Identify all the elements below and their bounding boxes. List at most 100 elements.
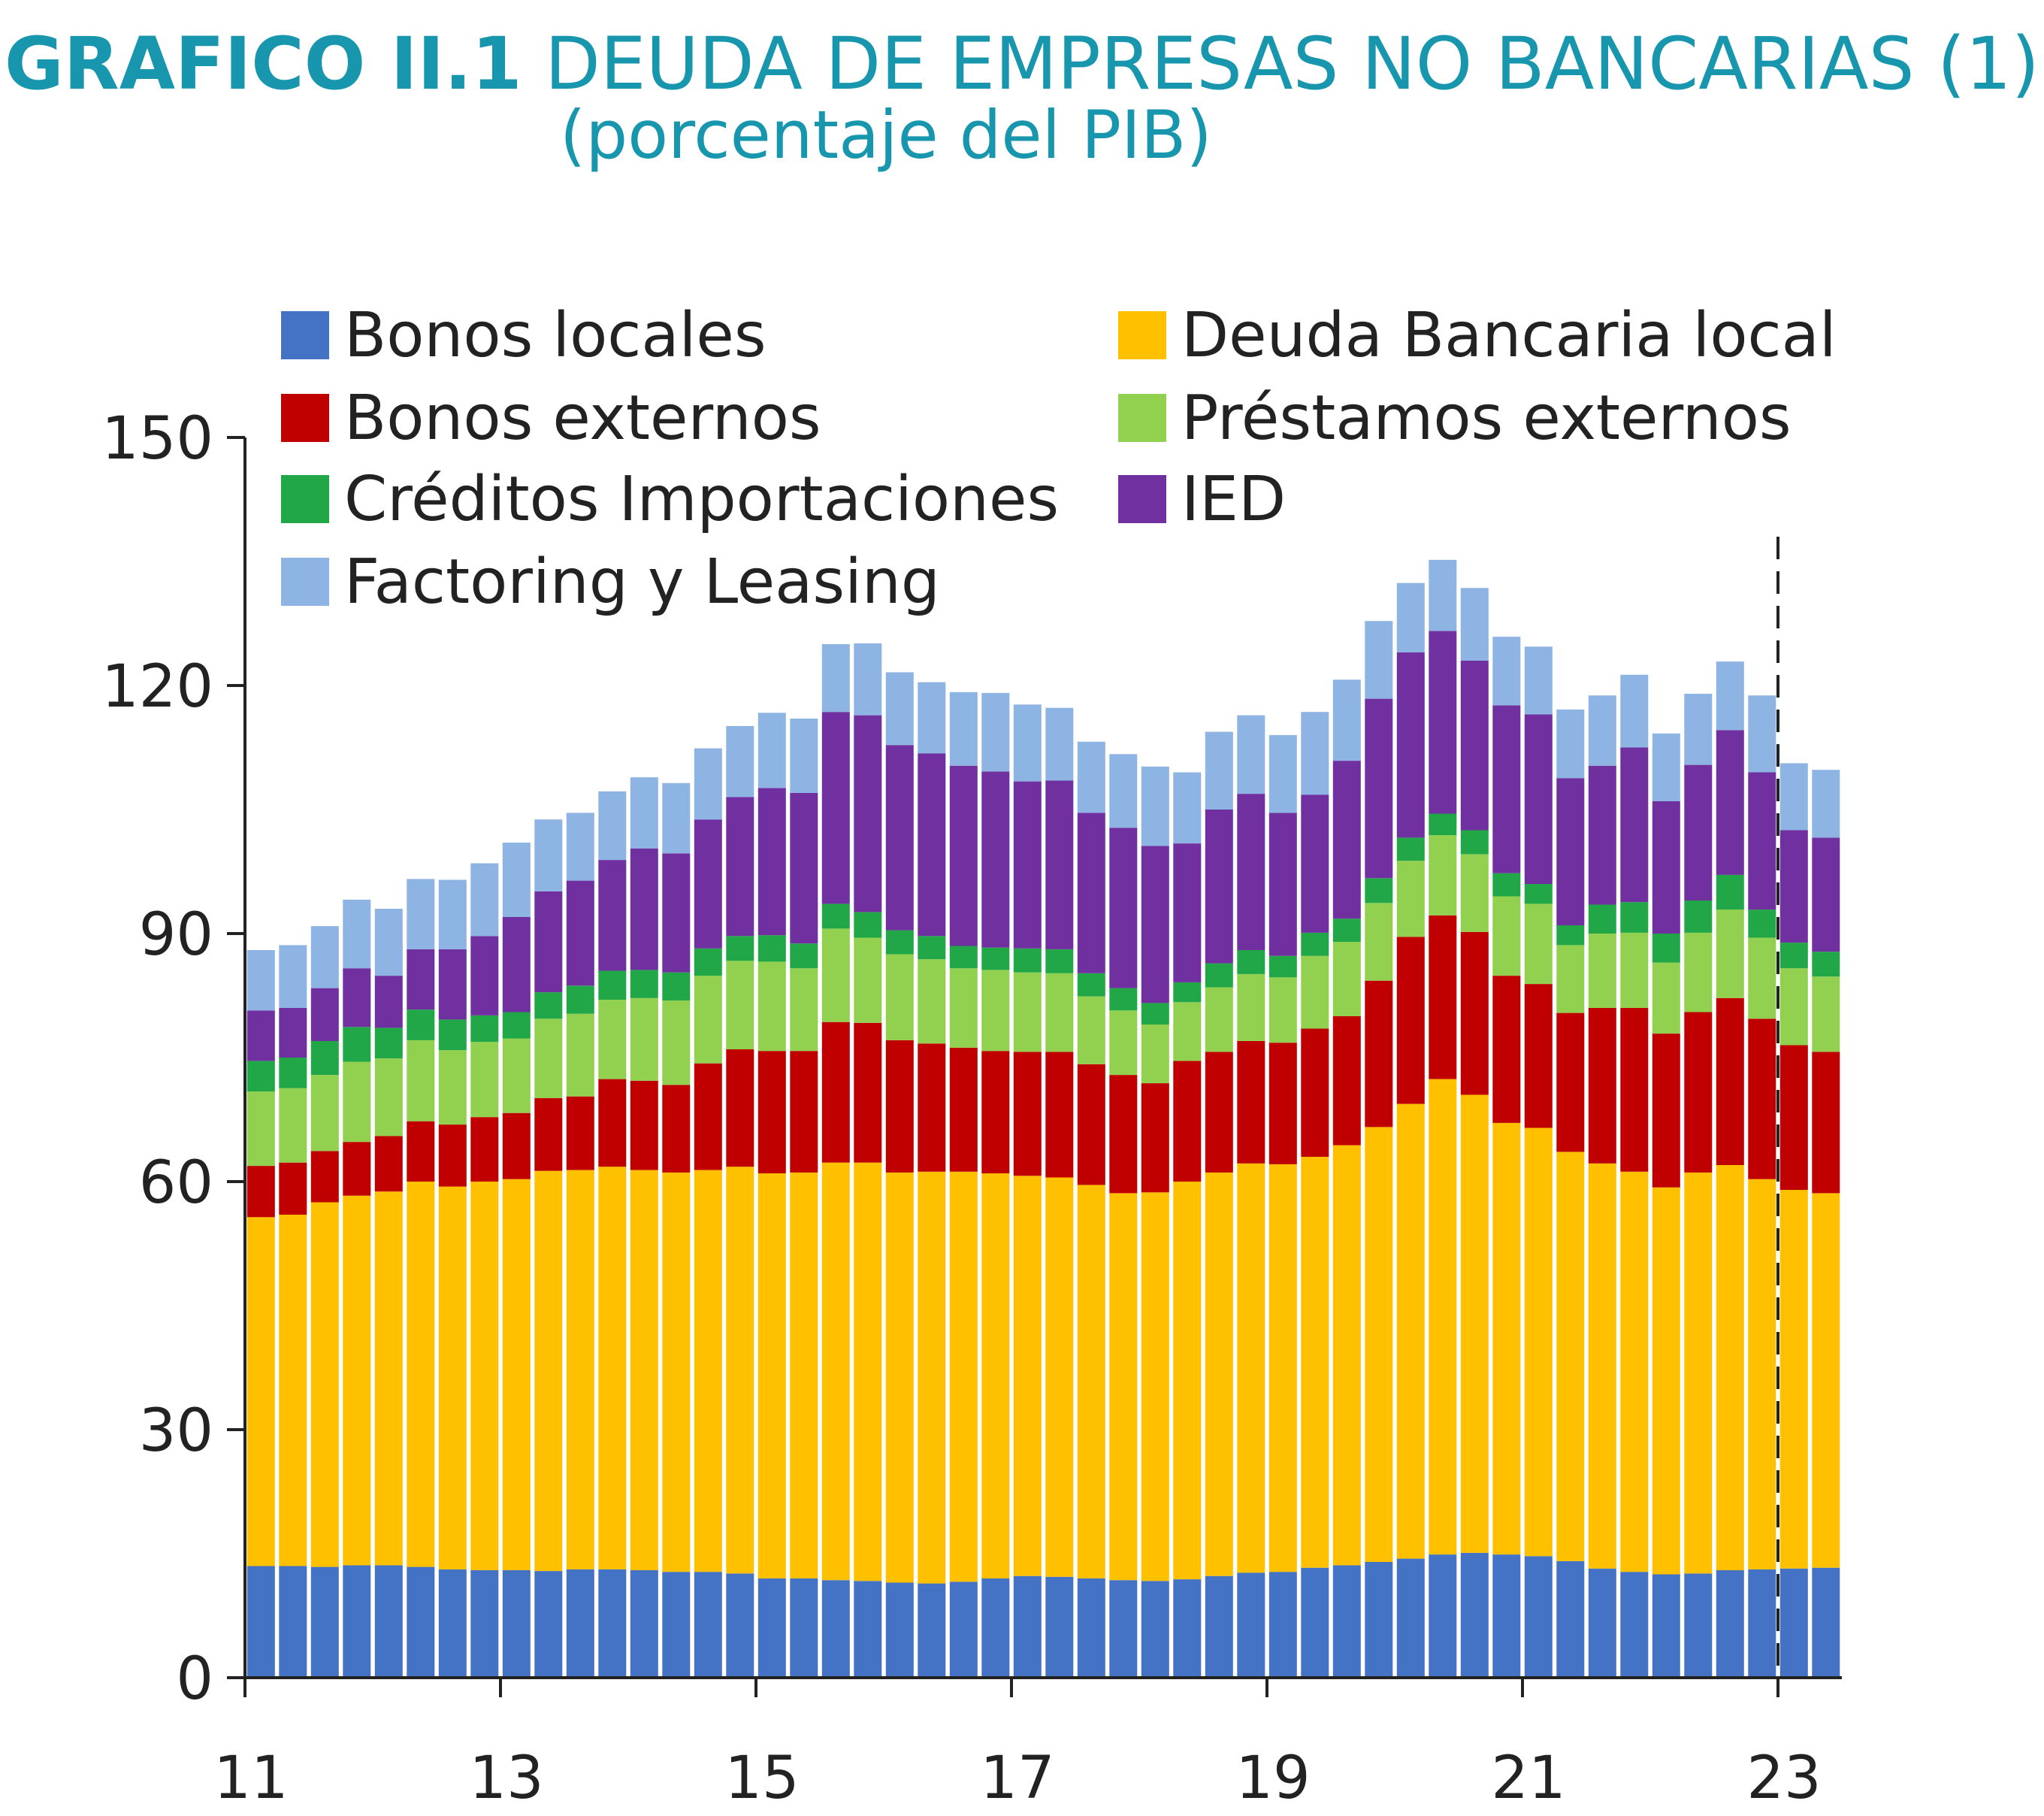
bar-segment bbox=[662, 1085, 691, 1173]
bar-segment bbox=[246, 950, 275, 1011]
bar-segment bbox=[1588, 1568, 1616, 1678]
bar-segment bbox=[1588, 904, 1616, 934]
legend-item: Deuda Bancaria local bbox=[1118, 300, 1837, 371]
bar-segment bbox=[821, 644, 850, 713]
bar-segment bbox=[757, 1578, 786, 1678]
bar-segment bbox=[1748, 695, 1776, 773]
bar-segment bbox=[1013, 1176, 1042, 1576]
legend-label: Bonos externos bbox=[344, 383, 821, 454]
bar-segment bbox=[1429, 631, 1457, 814]
bar-segment bbox=[694, 748, 722, 820]
bar-segment bbox=[1365, 1562, 1393, 1678]
bar-segment bbox=[1748, 1018, 1776, 1179]
bar-segment bbox=[630, 1080, 658, 1170]
bar-segment bbox=[885, 745, 914, 931]
bar-segment bbox=[821, 928, 850, 1022]
bar-segment bbox=[1429, 835, 1457, 916]
bar-segment bbox=[821, 712, 850, 904]
bar-segment bbox=[310, 1566, 339, 1678]
bar-segment bbox=[1652, 934, 1680, 963]
bar-segment bbox=[821, 1162, 850, 1581]
bar-segment bbox=[438, 1186, 467, 1569]
bar-segment bbox=[1396, 837, 1425, 861]
bar-segment bbox=[1109, 1193, 1138, 1581]
bar-segment bbox=[1205, 963, 1233, 988]
bar-segment bbox=[885, 954, 914, 1040]
bar-segment bbox=[1205, 987, 1233, 1052]
bar-segment bbox=[1812, 770, 1840, 838]
bar-segment bbox=[981, 970, 1010, 1052]
bar-segment bbox=[1556, 925, 1585, 946]
bar-segment bbox=[279, 1088, 307, 1163]
bar-segment bbox=[1301, 932, 1329, 956]
bar-segment bbox=[1779, 830, 1808, 943]
bar-segment bbox=[1524, 714, 1553, 884]
bar-segment bbox=[1365, 621, 1393, 699]
x-tick-label: 21 bbox=[1491, 1745, 1565, 1812]
bar-segment bbox=[949, 765, 978, 946]
bar-segment bbox=[566, 1013, 594, 1097]
bar-segment bbox=[1301, 955, 1329, 1029]
bar-segment bbox=[790, 943, 818, 969]
bar-segment bbox=[1556, 1560, 1585, 1678]
bar-segment bbox=[1620, 674, 1649, 748]
bar-segment bbox=[598, 1079, 627, 1167]
x-tick-label: 15 bbox=[724, 1745, 799, 1812]
bar-segment bbox=[470, 1570, 499, 1678]
legend-swatch bbox=[281, 558, 329, 606]
bar-segment bbox=[1332, 942, 1361, 1016]
bar-segment bbox=[1429, 915, 1457, 1079]
bar-segment bbox=[854, 643, 882, 716]
bar-segment bbox=[1077, 973, 1105, 997]
bar-segment bbox=[438, 879, 467, 949]
bar-segment bbox=[662, 972, 691, 1001]
bar-segment bbox=[1173, 843, 1202, 982]
bar-segment bbox=[1460, 661, 1489, 831]
legend-swatch bbox=[1118, 311, 1166, 359]
bar-segment bbox=[279, 1058, 307, 1088]
bar-segment bbox=[1045, 1052, 1074, 1178]
bar-segment bbox=[790, 719, 818, 793]
bar-segment bbox=[1173, 772, 1202, 844]
bar-segment bbox=[662, 1572, 691, 1678]
bar-segment bbox=[918, 1171, 946, 1584]
bar-segment bbox=[310, 926, 339, 988]
bar-segment bbox=[1716, 874, 1744, 910]
bar-segment bbox=[407, 1566, 435, 1678]
bar-segment bbox=[949, 1581, 978, 1678]
bar-segment bbox=[1045, 780, 1074, 949]
bar-segment bbox=[1652, 1574, 1680, 1678]
bar-segment bbox=[757, 1173, 786, 1578]
legend-swatch bbox=[1118, 475, 1166, 523]
bar-segment bbox=[343, 1142, 371, 1196]
chart-subtitle: (porcentaje del PIB) bbox=[560, 96, 1212, 174]
bar-segment bbox=[949, 1171, 978, 1582]
bar-segment bbox=[949, 946, 978, 969]
bar-segment bbox=[1109, 754, 1138, 828]
bar-segment bbox=[566, 813, 594, 881]
bar-segment bbox=[1779, 1045, 1808, 1190]
bar-segment bbox=[1492, 705, 1521, 873]
y-tick-label: 90 bbox=[139, 901, 213, 969]
bar-segment bbox=[1109, 1075, 1138, 1194]
bar-segment bbox=[821, 1580, 850, 1678]
bar-segment bbox=[1141, 1581, 1169, 1678]
bar-segment bbox=[374, 976, 403, 1028]
bar-segment bbox=[1365, 698, 1393, 879]
bar-segment bbox=[918, 1583, 946, 1678]
bar-segment bbox=[790, 1172, 818, 1578]
bar-segment bbox=[1301, 1028, 1329, 1157]
bar-segment bbox=[534, 819, 563, 891]
bar-segment bbox=[502, 1038, 531, 1113]
bar-segment bbox=[854, 715, 882, 913]
bar-segment bbox=[374, 1191, 403, 1566]
bar-segment bbox=[502, 917, 531, 1012]
chart-axes: 0 30 60 90 120 150 11 13 15 17 19 21 23 bbox=[101, 405, 1842, 1812]
bar-segment bbox=[1460, 1094, 1489, 1553]
bar-segment bbox=[1429, 1079, 1457, 1555]
bar-segment bbox=[1237, 973, 1265, 1041]
bar-segment bbox=[246, 1566, 275, 1678]
bar-segment bbox=[854, 937, 882, 1023]
bar-segment bbox=[854, 1581, 882, 1678]
bar-segment bbox=[1013, 1052, 1042, 1176]
